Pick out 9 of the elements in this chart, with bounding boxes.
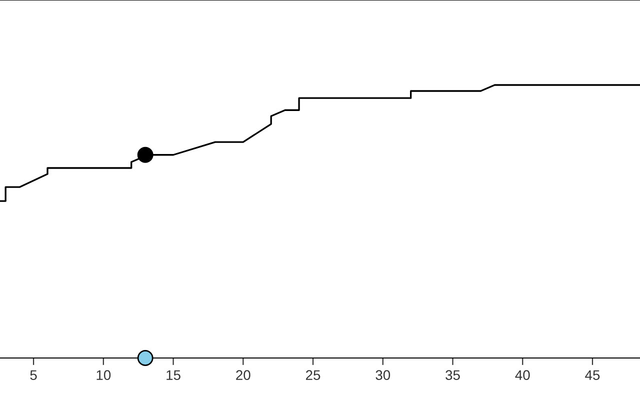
x-tick-label: 35	[446, 370, 460, 380]
x-tick-label: 10	[96, 370, 111, 380]
x-tick-label: 5	[30, 370, 37, 380]
x-tick-label: 45	[585, 370, 600, 380]
x-tick-label: 40	[515, 370, 530, 380]
x-tick-label: 20	[236, 370, 250, 380]
x-tick-label: 25	[306, 370, 320, 380]
x-tick-label: 15	[166, 370, 180, 380]
x-tick-label: 30	[376, 370, 390, 380]
